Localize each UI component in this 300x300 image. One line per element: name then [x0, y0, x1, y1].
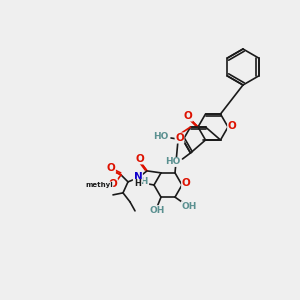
- Text: O: O: [184, 111, 192, 121]
- Text: OH: OH: [149, 206, 165, 214]
- Text: O: O: [175, 133, 184, 143]
- Text: HO: HO: [154, 133, 169, 142]
- Text: OH: OH: [133, 176, 149, 185]
- Text: N: N: [134, 172, 142, 182]
- Text: O: O: [106, 163, 116, 173]
- Text: O: O: [228, 121, 236, 131]
- Text: O: O: [182, 178, 190, 188]
- Text: O: O: [136, 154, 144, 164]
- Text: HO: HO: [165, 158, 181, 166]
- Text: H: H: [135, 179, 141, 188]
- Text: OH: OH: [181, 202, 197, 211]
- Text: methyl: methyl: [85, 182, 113, 188]
- Text: O: O: [109, 179, 117, 189]
